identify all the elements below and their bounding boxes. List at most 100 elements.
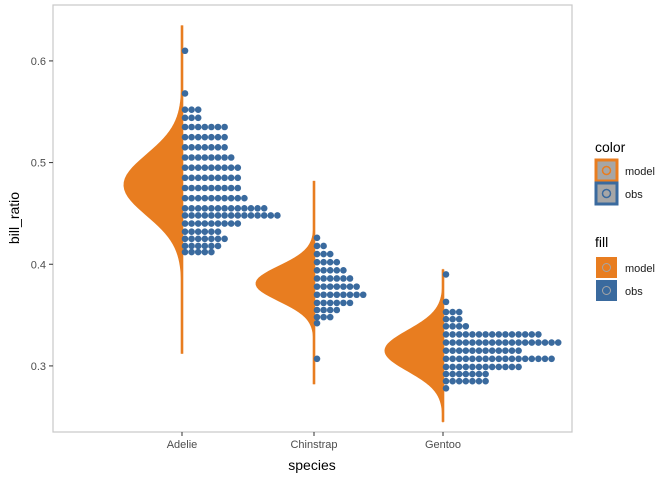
obs-dot-gentoo: [554, 339, 562, 346]
obs-dot-chinstrap: [313, 258, 321, 266]
obs-dot-gentoo: [462, 377, 470, 385]
obs-dot-gentoo: [449, 347, 456, 354]
obs-dot-adelie: [188, 235, 195, 243]
obs-dot-adelie: [241, 205, 248, 212]
obs-dot-chinstrap: [320, 258, 327, 266]
obs-dot-chinstrap: [359, 291, 367, 299]
obs-dot-gentoo: [528, 331, 536, 338]
obs-dot-adelie: [194, 220, 202, 227]
obs-dot-chinstrap: [340, 275, 347, 282]
obs-dot-adelie: [201, 220, 209, 227]
obs-dot-gentoo: [482, 370, 489, 378]
obs-dot-adelie: [221, 133, 228, 141]
obs-dot-adelie: [181, 164, 189, 171]
legend-title-fill: fill: [595, 234, 608, 250]
obs-dot-adelie: [214, 184, 222, 192]
obs-dot-gentoo: [475, 347, 483, 354]
obs-dot-gentoo: [475, 339, 483, 346]
obs-dot-adelie: [208, 144, 215, 151]
obs-dot-adelie: [234, 212, 242, 219]
legend-label-fill-obs: obs: [625, 286, 643, 298]
obs-dot-adelie: [241, 212, 248, 219]
obs-dot-gentoo: [455, 377, 463, 385]
obs-dot-gentoo: [488, 363, 496, 371]
obs-dot-adelie: [181, 47, 189, 55]
obs-dot-adelie: [234, 184, 242, 192]
obs-dot-adelie: [181, 235, 189, 243]
obs-dot-adelie: [188, 164, 195, 171]
legend-title-color: color: [595, 139, 626, 155]
obs-dot-gentoo: [508, 363, 516, 371]
obs-dot-adelie: [201, 248, 209, 256]
obs-dot-adelie: [254, 212, 261, 219]
obs-dot-adelie: [181, 154, 189, 161]
x-tick-label-adelie: Adelie: [167, 439, 198, 451]
obs-dot-gentoo: [455, 363, 463, 371]
x-tick-label-gentoo: Gentoo: [425, 439, 461, 451]
obs-dot-gentoo: [482, 363, 489, 371]
obs-dot-adelie: [201, 194, 209, 202]
obs-dot-gentoo: [502, 339, 509, 346]
obs-dot-adelie: [188, 133, 195, 141]
obs-dot-adelie: [247, 212, 255, 219]
obs-dot-adelie: [208, 212, 215, 219]
obs-dot-gentoo: [535, 339, 542, 346]
obs-dot-gentoo: [449, 322, 456, 330]
obs-dot-chinstrap: [346, 283, 354, 290]
obs-dot-gentoo: [515, 355, 522, 363]
obs-dot-chinstrap: [313, 355, 321, 363]
obs-dot-adelie: [221, 205, 228, 212]
obs-dot-adelie: [234, 164, 242, 171]
obs-dot-adelie: [241, 194, 248, 202]
obs-dot-adelie: [181, 106, 189, 114]
obs-dot-chinstrap: [313, 291, 321, 299]
obs-dot-gentoo: [462, 355, 470, 363]
obs-dot-adelie: [227, 164, 235, 171]
obs-dot-adelie: [181, 174, 189, 182]
obs-dot-gentoo: [442, 331, 450, 338]
obs-dot-adelie: [181, 248, 189, 256]
legend-key-fill-model: [596, 257, 617, 278]
obs-dot-gentoo: [535, 355, 542, 363]
obs-dot-adelie: [201, 174, 209, 182]
obs-dot-gentoo: [455, 339, 463, 346]
obs-dot-chinstrap: [340, 291, 347, 299]
obs-dot-adelie: [194, 114, 202, 122]
obs-dot-gentoo: [462, 363, 470, 371]
obs-dot-chinstrap: [353, 283, 360, 290]
plot-marks: [123, 25, 562, 423]
obs-dot-adelie: [201, 154, 209, 161]
obs-dot-adelie: [181, 144, 189, 151]
obs-dot-gentoo: [449, 315, 456, 323]
obs-dot-adelie: [227, 212, 235, 219]
legend-label-fill-model: model: [625, 263, 655, 275]
obs-dot-adelie: [194, 154, 202, 161]
obs-dot-gentoo: [475, 377, 483, 385]
obs-dot-chinstrap: [326, 306, 334, 314]
obs-dot-adelie: [214, 123, 222, 131]
obs-dot-gentoo: [469, 339, 476, 346]
obs-dot-adelie: [194, 144, 202, 151]
obs-dot-chinstrap: [320, 306, 327, 314]
legend-label-color-obs: obs: [625, 189, 643, 201]
obs-dot-adelie: [181, 242, 189, 250]
obs-dot-gentoo: [455, 322, 463, 330]
obs-dot-gentoo: [455, 347, 463, 354]
obs-dot-chinstrap: [320, 267, 327, 274]
obs-dot-chinstrap: [320, 283, 327, 290]
obs-dot-gentoo: [521, 331, 529, 338]
obs-dot-adelie: [194, 242, 202, 250]
obs-dot-chinstrap: [313, 319, 321, 327]
obs-dot-gentoo: [508, 339, 516, 346]
obs-dot-gentoo: [442, 308, 450, 316]
obs-dot-gentoo: [462, 347, 470, 354]
obs-dot-gentoo: [442, 347, 450, 354]
obs-dot-gentoo: [495, 331, 503, 338]
obs-dot-chinstrap: [313, 299, 321, 307]
obs-dot-gentoo: [442, 363, 450, 371]
obs-dot-adelie: [208, 205, 215, 212]
obs-dot-chinstrap: [313, 250, 321, 258]
obs-dot-adelie: [194, 212, 202, 219]
obs-dot-adelie: [254, 205, 261, 212]
obs-dot-gentoo: [442, 384, 450, 392]
